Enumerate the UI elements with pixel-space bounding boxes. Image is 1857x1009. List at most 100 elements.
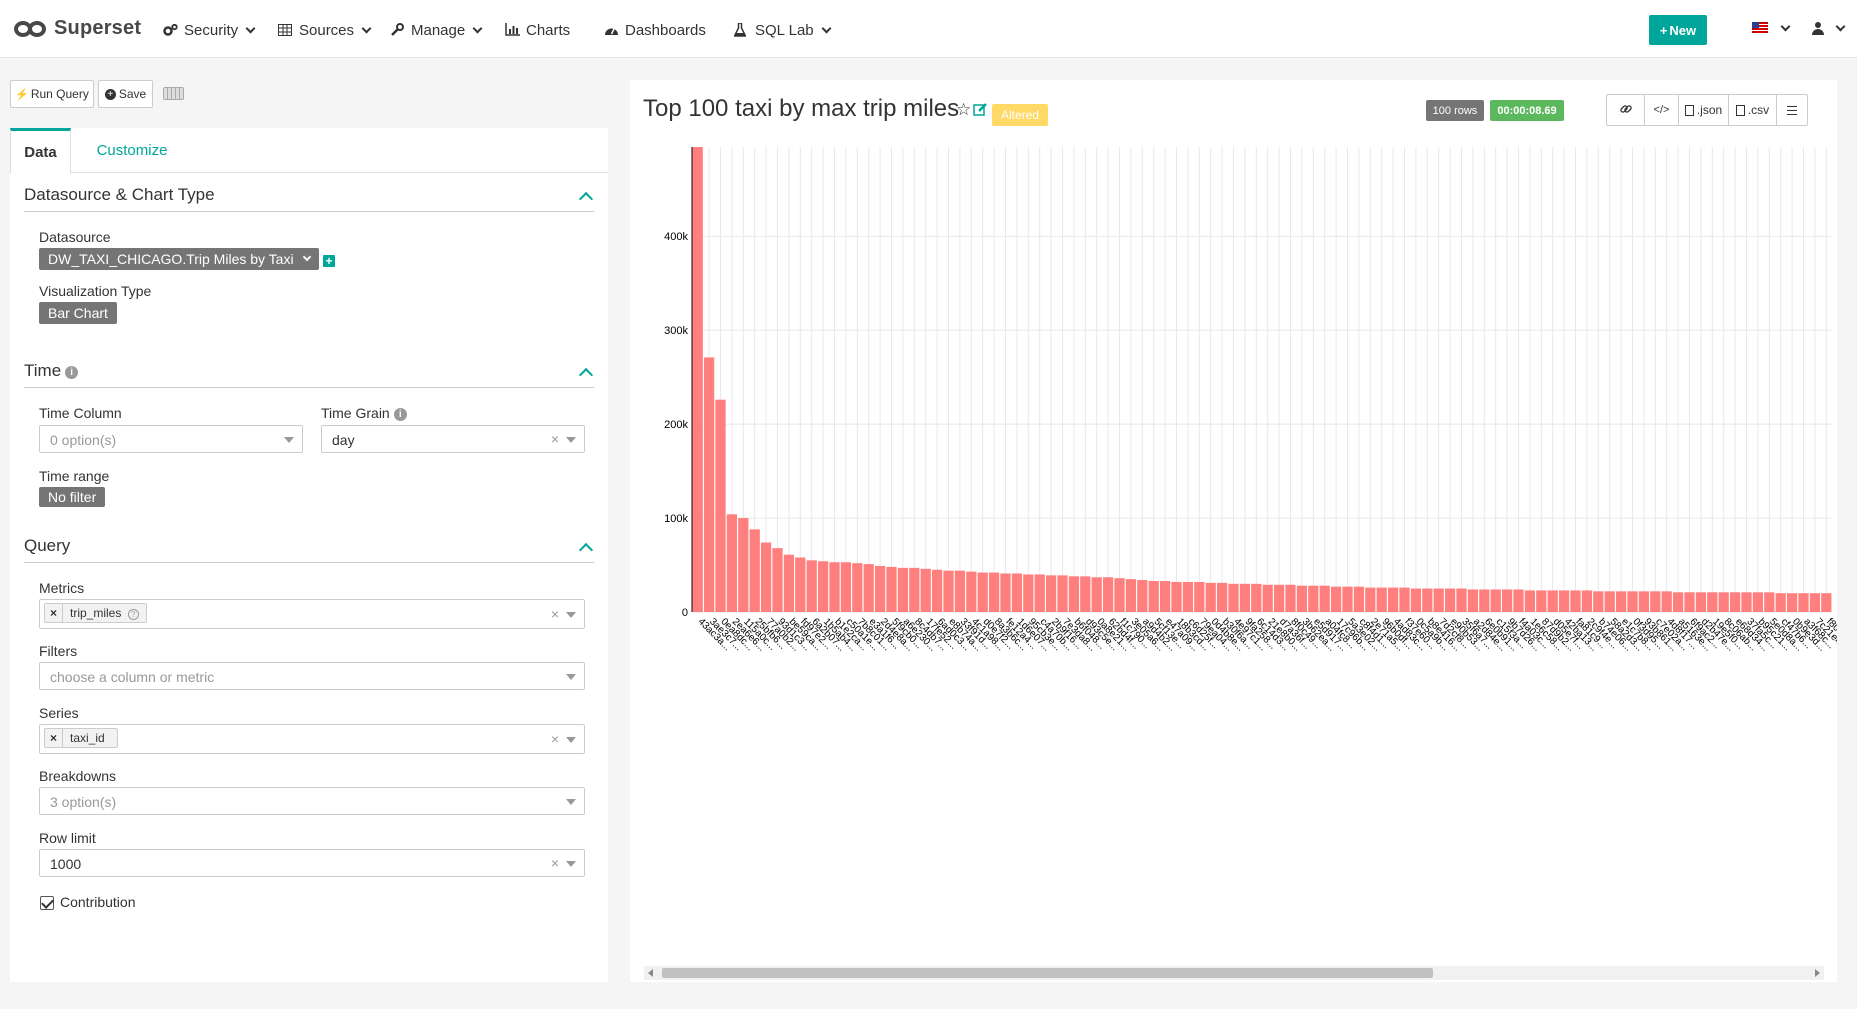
time-column-label: Time Column xyxy=(39,405,122,421)
scrollbar-thumb[interactable] xyxy=(662,968,1433,978)
row-limit-select[interactable]: 1000 × xyxy=(39,849,585,877)
star-icon[interactable]: ☆ xyxy=(956,100,972,119)
horizontal-scrollbar[interactable] xyxy=(644,966,1824,980)
y-tick-label: 300k xyxy=(664,325,688,337)
bar xyxy=(1023,574,1034,612)
bar xyxy=(1809,593,1821,612)
time-column-placeholder: 0 option(s) xyxy=(50,432,117,448)
edit-icon[interactable] xyxy=(973,102,988,122)
series-chip-label[interactable]: taxi_id xyxy=(70,731,105,745)
time-column-select[interactable]: 0 option(s) xyxy=(39,425,303,453)
metrics-select[interactable]: × trip_miles ? × xyxy=(39,599,585,629)
bar xyxy=(1604,591,1615,612)
bar xyxy=(749,529,760,612)
nav-dashboards[interactable]: Dashboards xyxy=(604,21,706,39)
nav-sql-lab[interactable]: SQL Lab xyxy=(733,21,832,39)
remove-chip-icon[interactable]: × xyxy=(45,604,63,622)
bar xyxy=(1205,582,1216,612)
link-button[interactable] xyxy=(1607,95,1645,125)
bar xyxy=(817,561,829,612)
bar xyxy=(1479,589,1490,612)
run-query-button[interactable]: ⚡ Run Query xyxy=(10,80,94,108)
new-button[interactable]: + New xyxy=(1649,15,1707,45)
series-select[interactable]: × taxi_id × xyxy=(39,724,585,754)
nav-security[interactable]: Security xyxy=(163,21,256,39)
chevron-up-icon[interactable] xyxy=(578,367,594,383)
clear-icon[interactable]: × xyxy=(550,606,559,622)
bar xyxy=(1399,587,1410,612)
bar xyxy=(772,548,783,612)
bar xyxy=(1615,591,1627,612)
bar-chart-icon xyxy=(505,23,520,37)
row-limit-value: 1000 xyxy=(50,856,82,872)
bar xyxy=(1775,593,1786,612)
clear-icon[interactable]: × xyxy=(550,431,559,447)
bar xyxy=(1524,590,1536,612)
bar xyxy=(1638,591,1650,612)
bar xyxy=(703,357,715,612)
tab-customize[interactable]: Customize xyxy=(96,142,168,159)
bar xyxy=(1410,588,1422,612)
nav-sources[interactable]: Sources xyxy=(278,21,372,39)
chart-title[interactable]: Top 100 taxi by max trip miles xyxy=(643,95,960,122)
brand[interactable]: Superset xyxy=(14,17,141,40)
y-tick-label: 0 xyxy=(682,607,688,619)
json-label: .json xyxy=(1696,103,1723,117)
bar xyxy=(1764,592,1775,612)
time-title: Time xyxy=(24,361,62,380)
tab-data[interactable]: Data xyxy=(10,128,71,174)
breakdowns-select[interactable]: 3 option(s) xyxy=(39,787,585,815)
embed-code-button[interactable]: </> xyxy=(1645,95,1679,125)
add-datasource-icon[interactable]: + xyxy=(323,255,335,267)
save-button[interactable]: + Save xyxy=(98,80,153,108)
time-range-button[interactable]: No filter xyxy=(39,487,106,507)
section-title-datasource[interactable]: Datasource & Chart Type xyxy=(24,185,215,204)
nav-sql-lab-label: SQL Lab xyxy=(755,21,814,39)
bar xyxy=(909,567,920,612)
keyboard-icon[interactable] xyxy=(163,87,184,100)
bar xyxy=(1114,578,1125,612)
scroll-right-icon[interactable] xyxy=(1815,969,1820,977)
metric-chip-label[interactable]: trip_miles ? xyxy=(63,606,146,620)
altered-badge[interactable]: Altered xyxy=(992,104,1049,126)
chevron-down-icon xyxy=(472,23,483,33)
info-icon[interactable]: i xyxy=(65,366,79,379)
bar xyxy=(806,560,817,612)
nav-charts[interactable]: Charts xyxy=(505,21,570,39)
chevron-up-icon[interactable] xyxy=(578,191,594,207)
remove-chip-icon[interactable]: × xyxy=(45,729,63,747)
bolt-icon: ⚡ xyxy=(15,88,29,101)
section-title-time[interactable]: Time i xyxy=(24,361,79,381)
csv-button[interactable]: .csv xyxy=(1729,95,1777,125)
time-grain-select[interactable]: day × xyxy=(321,425,585,453)
us-flag-icon[interactable] xyxy=(1752,22,1768,33)
chart-actions: </> .json .csv xyxy=(1606,94,1808,126)
chevron-up-icon[interactable] xyxy=(578,542,594,558)
clear-icon[interactable]: × xyxy=(550,731,559,747)
bar xyxy=(943,570,954,612)
scroll-left-icon[interactable] xyxy=(648,969,653,977)
bar xyxy=(954,570,966,612)
user-icon[interactable] xyxy=(1812,22,1824,35)
menu-button[interactable] xyxy=(1777,95,1807,125)
contribution-label[interactable]: Contribution xyxy=(60,894,136,910)
bar xyxy=(1387,587,1399,612)
bar xyxy=(1182,581,1194,612)
nav-manage[interactable]: Manage xyxy=(390,21,483,39)
flask-icon xyxy=(733,22,749,37)
filters-select[interactable]: choose a column or metric xyxy=(39,662,585,690)
json-button[interactable]: .json xyxy=(1679,95,1729,125)
viz-type-select[interactable]: Bar Chart xyxy=(39,302,117,324)
bar xyxy=(1786,593,1798,612)
section-title-query[interactable]: Query xyxy=(24,536,71,555)
datasource-select[interactable]: DW_TAXI_CHICAGO.Trip Miles by Taxi xyxy=(39,248,319,270)
clear-icon[interactable]: × xyxy=(550,855,559,871)
bar xyxy=(1365,587,1376,612)
chevron-down-icon[interactable] xyxy=(1780,21,1791,32)
info-icon[interactable]: i xyxy=(393,408,407,421)
row-limit-label: Row limit xyxy=(39,830,96,846)
bar xyxy=(1273,584,1285,612)
bar xyxy=(1536,590,1547,612)
chevron-down-icon[interactable] xyxy=(1835,21,1846,32)
contribution-checkbox[interactable] xyxy=(40,896,54,910)
